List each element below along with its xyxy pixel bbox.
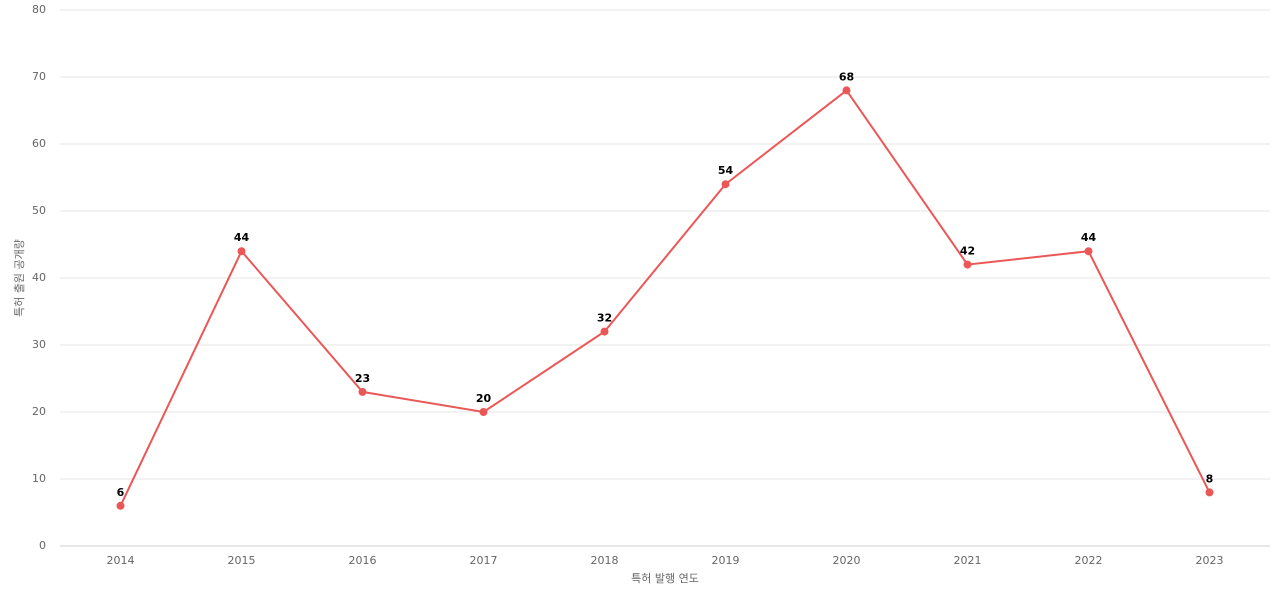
data-label: 32	[597, 312, 612, 325]
point	[237, 247, 246, 256]
y-tick-label: 30	[32, 338, 46, 351]
point	[479, 408, 488, 416]
y-tick-label: 60	[32, 137, 46, 150]
line	[119, 88, 1211, 507]
x-tick-label: 2017	[470, 554, 498, 567]
y-tick-label: 70	[32, 70, 46, 83]
y-tick-label: 20	[32, 405, 46, 418]
point	[116, 501, 125, 510]
point	[721, 180, 730, 189]
y-tick-label: 40	[32, 271, 46, 284]
x-tick-label: 2022	[1075, 554, 1103, 567]
x-tick-label: 2016	[349, 554, 377, 567]
point	[600, 327, 609, 336]
x-tick-label: 2014	[107, 554, 135, 567]
y-tick-label: 0	[39, 539, 46, 552]
x-axis-title: 특허 발행 연도	[631, 572, 699, 585]
data-label: 8	[1206, 472, 1214, 485]
data-label: 6	[117, 486, 125, 499]
y-tick-label: 10	[32, 472, 46, 485]
y-tick-label: 50	[32, 204, 46, 217]
data-label: 42	[960, 245, 975, 258]
data-label: 68	[839, 70, 854, 83]
x-tick-label: 2015	[228, 554, 256, 567]
x-tick-label: 2020	[833, 554, 861, 567]
point	[963, 260, 972, 269]
point	[1205, 488, 1214, 497]
x-tick-label: 2023	[1196, 554, 1224, 567]
data-label: 44	[1081, 231, 1097, 244]
point	[1084, 247, 1093, 256]
x-tick-label: 2019	[712, 554, 740, 567]
data-label: 20	[476, 392, 492, 405]
point	[842, 86, 851, 95]
x-tick-label: 2018	[591, 554, 619, 567]
y-axis-title: 특허 출원 공개량	[13, 239, 26, 317]
point	[358, 387, 367, 396]
data-label: 44	[234, 231, 250, 244]
data-label: 54	[718, 164, 734, 177]
x-tick-label: 2021	[954, 554, 982, 567]
y-tick-label: 80	[32, 3, 46, 16]
data-label: 23	[355, 372, 370, 385]
